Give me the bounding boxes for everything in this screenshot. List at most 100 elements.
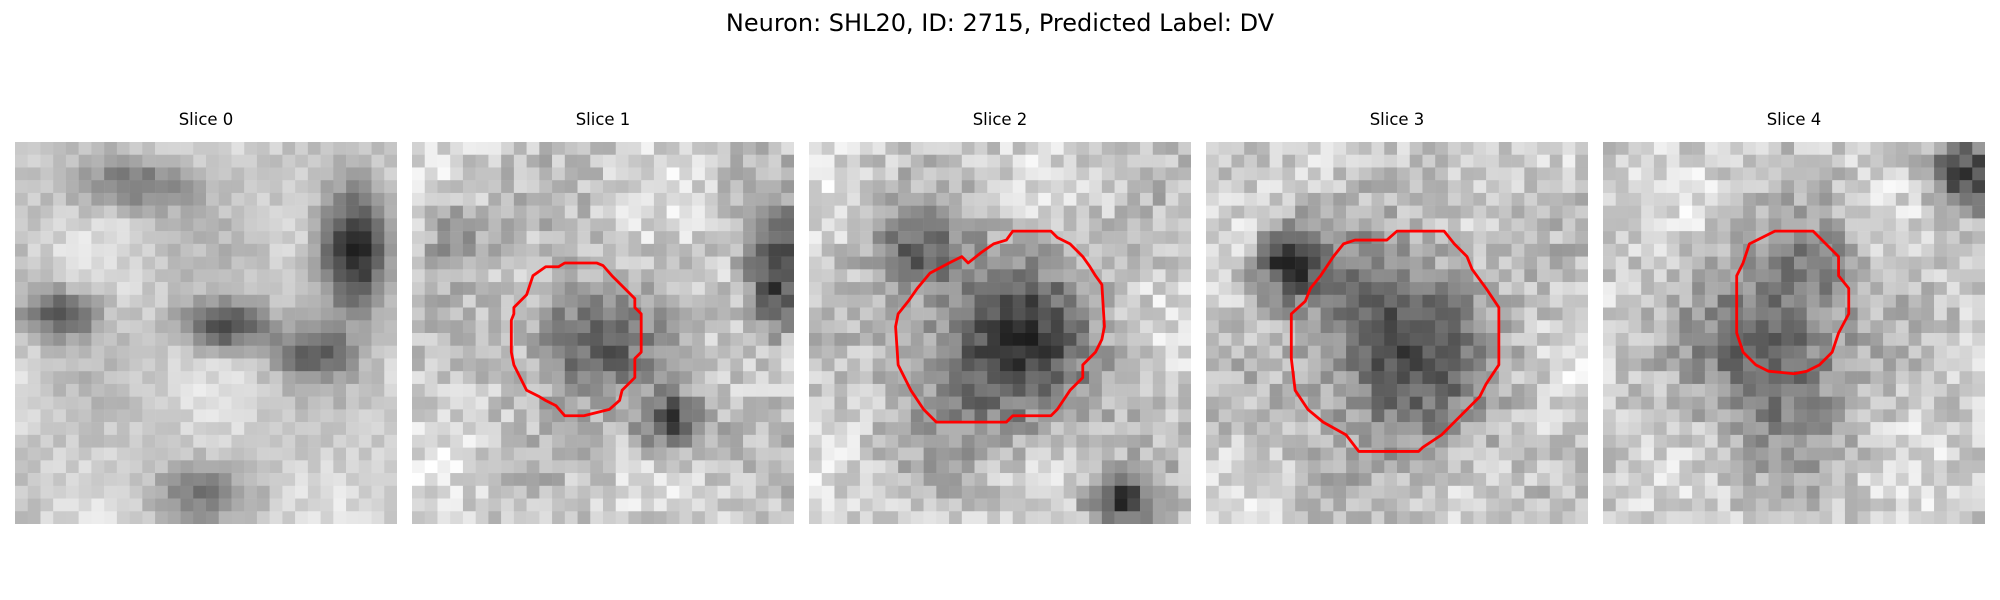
pixel bbox=[898, 205, 912, 219]
pixel bbox=[1244, 243, 1258, 257]
pixel bbox=[704, 422, 718, 436]
pixel bbox=[1549, 218, 1563, 232]
pixel bbox=[437, 511, 451, 524]
pixel bbox=[65, 511, 79, 524]
pixel bbox=[295, 154, 309, 168]
pixel bbox=[1358, 320, 1372, 334]
pixel bbox=[1832, 154, 1846, 168]
pixel bbox=[1857, 371, 1871, 385]
pixel bbox=[1934, 434, 1948, 448]
pixel bbox=[1486, 180, 1500, 194]
pixel bbox=[1358, 282, 1372, 296]
pixel bbox=[1562, 218, 1576, 232]
pixel bbox=[180, 205, 194, 219]
pixel bbox=[424, 383, 438, 397]
pixel bbox=[1603, 320, 1616, 334]
pixel bbox=[1653, 460, 1667, 474]
pixel bbox=[1603, 485, 1616, 499]
pixel bbox=[424, 294, 438, 308]
pixel bbox=[1679, 473, 1693, 487]
pixel bbox=[615, 371, 629, 385]
pixel bbox=[1641, 167, 1655, 181]
pixel bbox=[923, 307, 937, 321]
pixel bbox=[424, 142, 438, 155]
pixel bbox=[577, 460, 591, 474]
pixel bbox=[116, 473, 130, 487]
pixel bbox=[167, 218, 181, 232]
pixel bbox=[1050, 473, 1064, 487]
pixel bbox=[1653, 447, 1667, 461]
pixel bbox=[15, 409, 28, 423]
pixel bbox=[885, 434, 899, 448]
pixel bbox=[1537, 282, 1551, 296]
pixel bbox=[78, 320, 92, 334]
pixel bbox=[1537, 383, 1551, 397]
pixel bbox=[1844, 396, 1858, 410]
pixel bbox=[1844, 154, 1858, 168]
pixel bbox=[692, 409, 706, 423]
pixel bbox=[91, 231, 105, 245]
pixel bbox=[155, 154, 169, 168]
pixel bbox=[424, 460, 438, 474]
pixel bbox=[692, 333, 706, 346]
pixel bbox=[1562, 294, 1576, 308]
pixel bbox=[1422, 460, 1436, 474]
pixel bbox=[256, 473, 270, 487]
pixel bbox=[1972, 269, 1985, 283]
pixel bbox=[1063, 256, 1077, 270]
pixel bbox=[859, 167, 873, 181]
pixel bbox=[358, 180, 372, 194]
pixel bbox=[768, 485, 782, 499]
pixel bbox=[1959, 307, 1973, 321]
pixel bbox=[371, 269, 385, 283]
pixel bbox=[513, 167, 527, 181]
pixel bbox=[307, 243, 321, 257]
pixel bbox=[206, 485, 219, 499]
pixel bbox=[320, 192, 334, 206]
pixel bbox=[987, 231, 1001, 245]
pixel bbox=[1218, 460, 1232, 474]
pixel bbox=[1384, 422, 1398, 436]
pixel bbox=[1615, 460, 1629, 474]
pixel bbox=[1730, 473, 1744, 487]
pixel bbox=[15, 256, 28, 270]
pixel bbox=[1409, 498, 1423, 512]
pixel bbox=[781, 434, 794, 448]
pixel bbox=[1870, 256, 1884, 270]
pixel bbox=[333, 192, 347, 206]
pixel bbox=[539, 460, 553, 474]
pixel bbox=[1641, 205, 1655, 219]
pixel bbox=[1692, 333, 1706, 346]
pixel bbox=[1333, 320, 1347, 334]
pixel bbox=[564, 345, 578, 359]
pixel bbox=[1473, 473, 1487, 487]
pixel bbox=[1524, 307, 1538, 321]
pixel bbox=[412, 192, 425, 206]
pixel bbox=[1653, 345, 1667, 359]
pixel bbox=[1295, 282, 1309, 296]
pixel bbox=[1012, 473, 1026, 487]
pixel bbox=[1511, 231, 1525, 245]
pixel bbox=[809, 167, 822, 181]
pixel bbox=[781, 218, 794, 232]
pixel bbox=[104, 269, 118, 283]
pixel bbox=[834, 180, 848, 194]
pixel bbox=[1269, 269, 1283, 283]
pixel bbox=[307, 218, 321, 232]
pixel bbox=[1679, 383, 1693, 397]
pixel bbox=[295, 511, 309, 524]
pixel bbox=[704, 460, 718, 474]
pixel bbox=[1895, 307, 1909, 321]
pixel bbox=[1282, 460, 1296, 474]
pixel bbox=[1397, 269, 1410, 283]
pixel bbox=[1794, 192, 1807, 206]
pixel bbox=[872, 142, 886, 155]
pixel bbox=[1511, 460, 1525, 474]
pixel bbox=[1025, 485, 1039, 499]
pixel bbox=[1063, 192, 1077, 206]
pixel bbox=[1371, 358, 1385, 372]
pixel bbox=[1025, 345, 1039, 359]
pixel bbox=[1218, 307, 1232, 321]
pixel bbox=[282, 282, 296, 296]
pixel bbox=[1946, 434, 1960, 448]
